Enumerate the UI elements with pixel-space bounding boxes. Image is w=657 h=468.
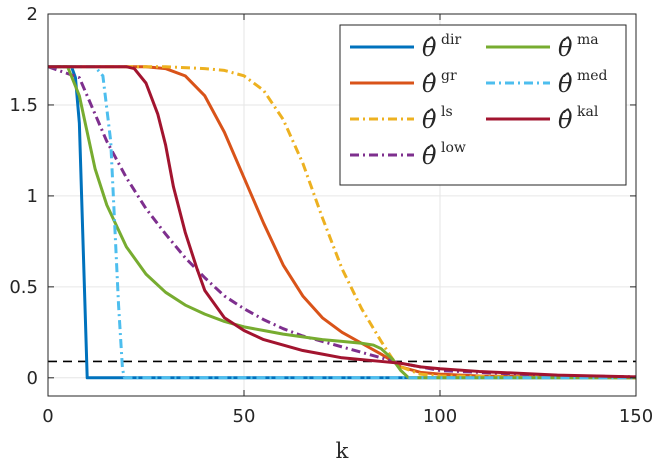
- axes-box: [47, 13, 637, 397]
- series-line-ma: [48, 65, 636, 380]
- legend-symbol-kal: θ̂: [558, 106, 573, 134]
- series-layer: [47, 65, 637, 380]
- series-line-gr: [48, 65, 637, 380]
- legend-label-dir: dir: [441, 32, 461, 48]
- tick-labels: 0 50 100 150 0 0.5 1 1.5 2: [9, 4, 653, 427]
- series-line-low: [47, 65, 637, 379]
- legend-symbol-ls: θ̂: [422, 106, 437, 134]
- legend-item-med: θ̂ med: [486, 68, 608, 98]
- legend-item-ma: θ̂ ma: [486, 32, 599, 62]
- legend-label-gr: gr: [441, 68, 457, 84]
- legend-item-gr: θ̂ gr: [350, 68, 457, 98]
- x-tick-label-0: 0: [42, 406, 53, 427]
- legend-label-kal: kal: [577, 104, 599, 120]
- y-tick-label-3: 1.5: [9, 95, 38, 116]
- legend-symbol-low: θ̂: [422, 142, 437, 170]
- legend-symbol-med: θ̂: [558, 70, 573, 98]
- legend-symbol-dir: θ̂: [422, 34, 437, 62]
- y-tick-label-2: 1: [27, 186, 38, 207]
- legend-symbol-gr: θ̂: [422, 70, 437, 98]
- axes-frame: [47, 13, 637, 397]
- legend-label-med: med: [577, 68, 608, 84]
- legend-item-dir: θ̂ dir: [350, 32, 461, 62]
- legend-label-low: low: [441, 140, 466, 156]
- legend-item-kal: θ̂ kal: [486, 104, 599, 134]
- series-line-kal: [48, 65, 637, 379]
- series-line-med: [48, 65, 636, 380]
- legend-label-ma: ma: [577, 32, 599, 48]
- legend-symbol-ma: θ̂: [558, 34, 573, 62]
- legend-item-low: θ̂ low: [350, 140, 466, 170]
- legend-box: [339, 24, 627, 186]
- x-tick-label-3: 150: [619, 406, 653, 427]
- x-axis-label: k: [336, 439, 349, 463]
- x-tick-label-2: 100: [423, 406, 457, 427]
- legend-item-ls: θ̂ ls: [350, 104, 453, 134]
- y-tick-label-0: 0: [27, 368, 38, 389]
- legend-label-ls: ls: [441, 104, 453, 120]
- y-tick-label-1: 0.5: [9, 277, 38, 298]
- x-tick-label-1: 50: [233, 406, 256, 427]
- y-tick-label-4: 2: [27, 4, 38, 25]
- series-line-ls: [48, 65, 637, 380]
